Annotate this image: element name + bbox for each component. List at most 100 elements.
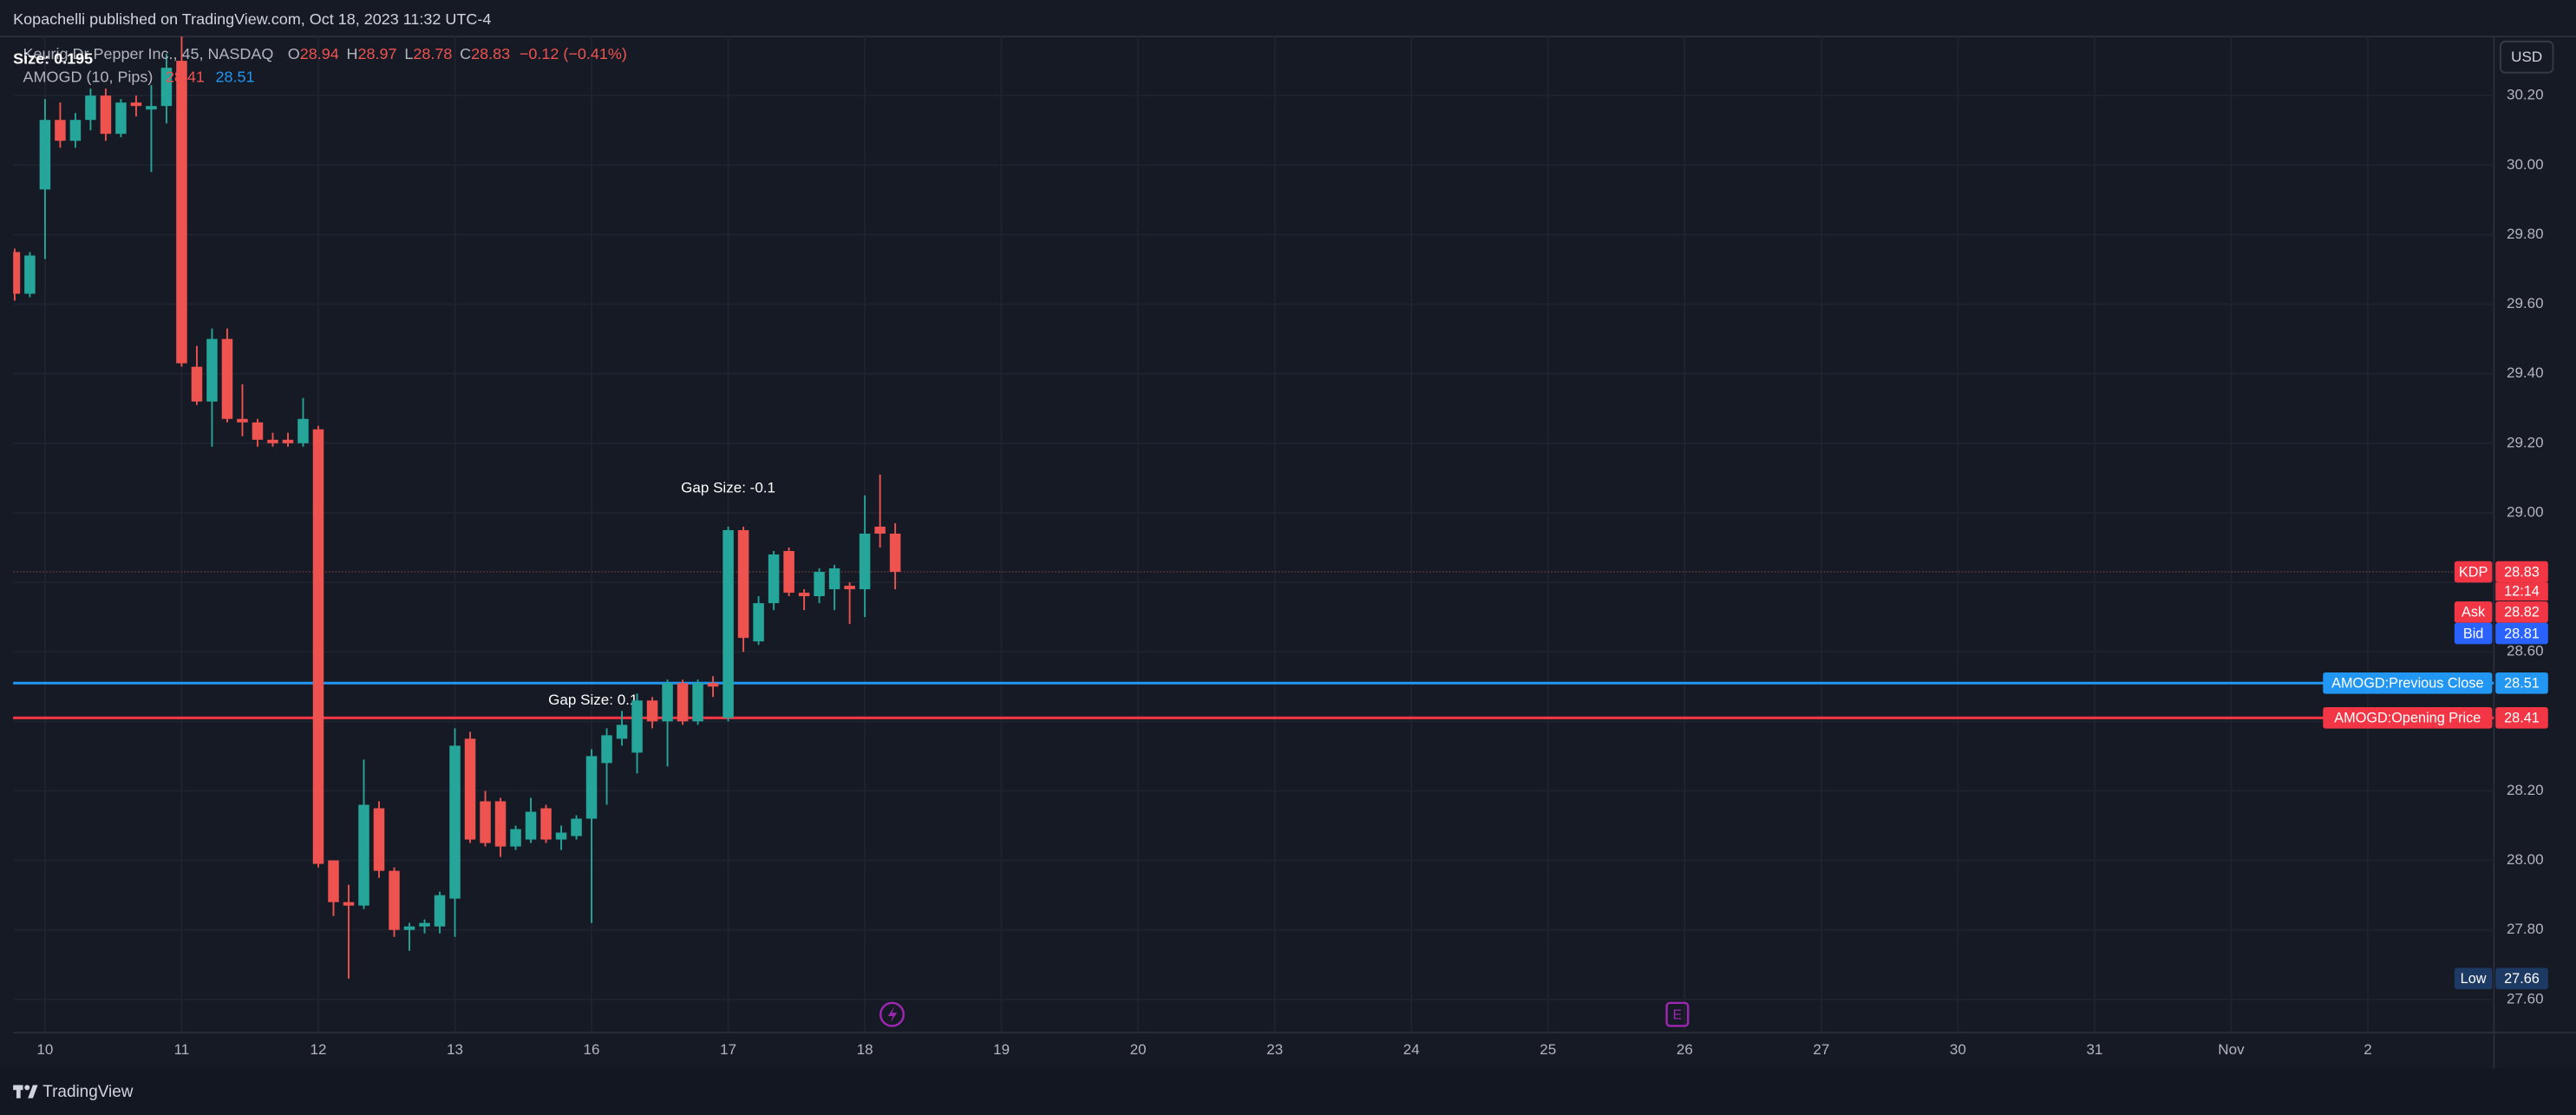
candle-body bbox=[343, 902, 355, 906]
candle-body bbox=[540, 808, 552, 840]
tag-name-box bbox=[2454, 622, 2493, 645]
candle-body bbox=[282, 439, 294, 443]
tag-value-box bbox=[2495, 622, 2548, 645]
candle-body bbox=[358, 804, 369, 906]
price-tags: AMOGD:Previous Close 28.51 AMOGD:Opening P… bbox=[2323, 561, 2548, 990]
candle-body bbox=[844, 586, 855, 590]
candle-body bbox=[692, 683, 703, 722]
x-tick-label: 12 bbox=[311, 1041, 327, 1058]
x-tick-label: 31 bbox=[2086, 1041, 2102, 1058]
level-name: AMOGD:Previous Close bbox=[2331, 676, 2483, 692]
x-tick-label: 20 bbox=[1130, 1041, 1147, 1058]
change: −0.12 (−0.41%) bbox=[520, 45, 627, 62]
candle-body bbox=[707, 683, 719, 687]
candle-body bbox=[312, 429, 324, 864]
candle-body bbox=[494, 801, 507, 847]
candle-body bbox=[464, 738, 476, 840]
y-tick-label: 29.40 bbox=[2507, 364, 2544, 381]
indicator-value: 28.51 bbox=[215, 68, 254, 85]
candle-body bbox=[798, 593, 810, 597]
candle-body bbox=[85, 95, 96, 121]
candle-body bbox=[555, 832, 567, 840]
candle-body bbox=[828, 568, 840, 590]
candle-body bbox=[631, 700, 643, 753]
footer-bar bbox=[0, 1068, 2576, 1115]
candle-body bbox=[662, 683, 673, 722]
candle-body bbox=[252, 422, 264, 440]
candle-body bbox=[267, 439, 278, 443]
x-tick-label: 27 bbox=[1813, 1041, 1829, 1058]
tag-value-box bbox=[2495, 561, 2548, 583]
candle-body bbox=[403, 926, 415, 930]
y-tick-label: 28.00 bbox=[2507, 851, 2544, 868]
candle-body bbox=[206, 338, 218, 402]
candle-body bbox=[768, 554, 780, 604]
grid bbox=[13, 36, 2494, 1033]
candle-body bbox=[585, 756, 598, 819]
candle-body bbox=[677, 683, 689, 722]
ohlc-label: L bbox=[404, 45, 413, 62]
tag-name-box bbox=[2454, 601, 2493, 623]
x-tick-label: 24 bbox=[1403, 1041, 1420, 1058]
level-value: 28.51 bbox=[2504, 676, 2540, 692]
ohlc-label: H bbox=[347, 45, 358, 62]
currency[interactable]: USD bbox=[2511, 49, 2542, 65]
candle-body bbox=[449, 745, 461, 899]
level-name-box bbox=[2323, 672, 2493, 694]
x-tick-label: 2 bbox=[2364, 1041, 2371, 1058]
countdown-box bbox=[2495, 582, 2548, 601]
x-tick-label: Nov bbox=[2218, 1041, 2245, 1058]
candle-body bbox=[525, 811, 537, 840]
candle-body bbox=[616, 725, 628, 739]
level-name-box bbox=[2323, 707, 2493, 729]
indicator-legend: AMOGD (10, Pips) 28.41 28.51 bbox=[23, 68, 255, 85]
candle-body bbox=[237, 418, 248, 423]
earnings-icon[interactable] bbox=[1665, 1001, 1690, 1027]
candles bbox=[13, 36, 901, 979]
x-tick-label: 19 bbox=[993, 1041, 1010, 1058]
candle-body bbox=[24, 255, 36, 294]
level-value-box bbox=[2495, 707, 2548, 729]
annotation: Gap Size: 0.1 bbox=[548, 692, 637, 708]
candle-body bbox=[191, 366, 203, 402]
x-tick-label: 17 bbox=[720, 1041, 736, 1058]
candle-body bbox=[13, 252, 21, 294]
candle-body bbox=[646, 700, 658, 722]
annotations: Gap Size: -0.1 Gap Size: 0.1 bbox=[548, 479, 775, 707]
candle-body bbox=[722, 529, 734, 718]
y-tick-label: 28.20 bbox=[2507, 782, 2544, 798]
tag-name: Low bbox=[2461, 971, 2487, 987]
earnings-label: E bbox=[1673, 1007, 1683, 1022]
candle-body bbox=[221, 338, 233, 419]
level-name: AMOGD:Opening Price bbox=[2334, 711, 2481, 726]
indicator-value: 28.41 bbox=[166, 68, 205, 85]
x-tick-label: 13 bbox=[447, 1041, 463, 1058]
tag-name-box bbox=[2454, 967, 2493, 990]
brand: TradingView bbox=[42, 1083, 134, 1101]
candle-body bbox=[753, 603, 764, 642]
tag-name: Ask bbox=[2462, 605, 2486, 620]
candle-body bbox=[814, 572, 825, 597]
ohlc-label: C bbox=[460, 45, 471, 62]
candle-body bbox=[69, 120, 82, 141]
dividend-icon[interactable] bbox=[879, 1001, 906, 1027]
candle-body bbox=[737, 529, 749, 639]
candle-body bbox=[419, 922, 430, 927]
y-tick-label: 27.80 bbox=[2507, 921, 2544, 937]
y-tick-label: 29.80 bbox=[2507, 226, 2544, 242]
y-tick-label: 30.00 bbox=[2507, 156, 2544, 173]
x-tick-label: 25 bbox=[1540, 1041, 1556, 1058]
candle-body bbox=[480, 801, 491, 843]
candle-body bbox=[176, 61, 187, 364]
currency-button[interactable] bbox=[2499, 40, 2554, 74]
candle-body bbox=[115, 102, 127, 134]
y-tick-label: 29.60 bbox=[2507, 295, 2544, 312]
symbol: Keurig Dr Pepper Inc., 45, NASDAQ bbox=[23, 45, 274, 62]
candle-body bbox=[146, 106, 157, 110]
levels bbox=[13, 571, 2494, 719]
candle-body bbox=[571, 818, 582, 836]
x-tick-label: 11 bbox=[174, 1041, 190, 1058]
tag-value: 28.81 bbox=[2504, 626, 2540, 641]
tag-value: 28.83 bbox=[2504, 564, 2540, 580]
